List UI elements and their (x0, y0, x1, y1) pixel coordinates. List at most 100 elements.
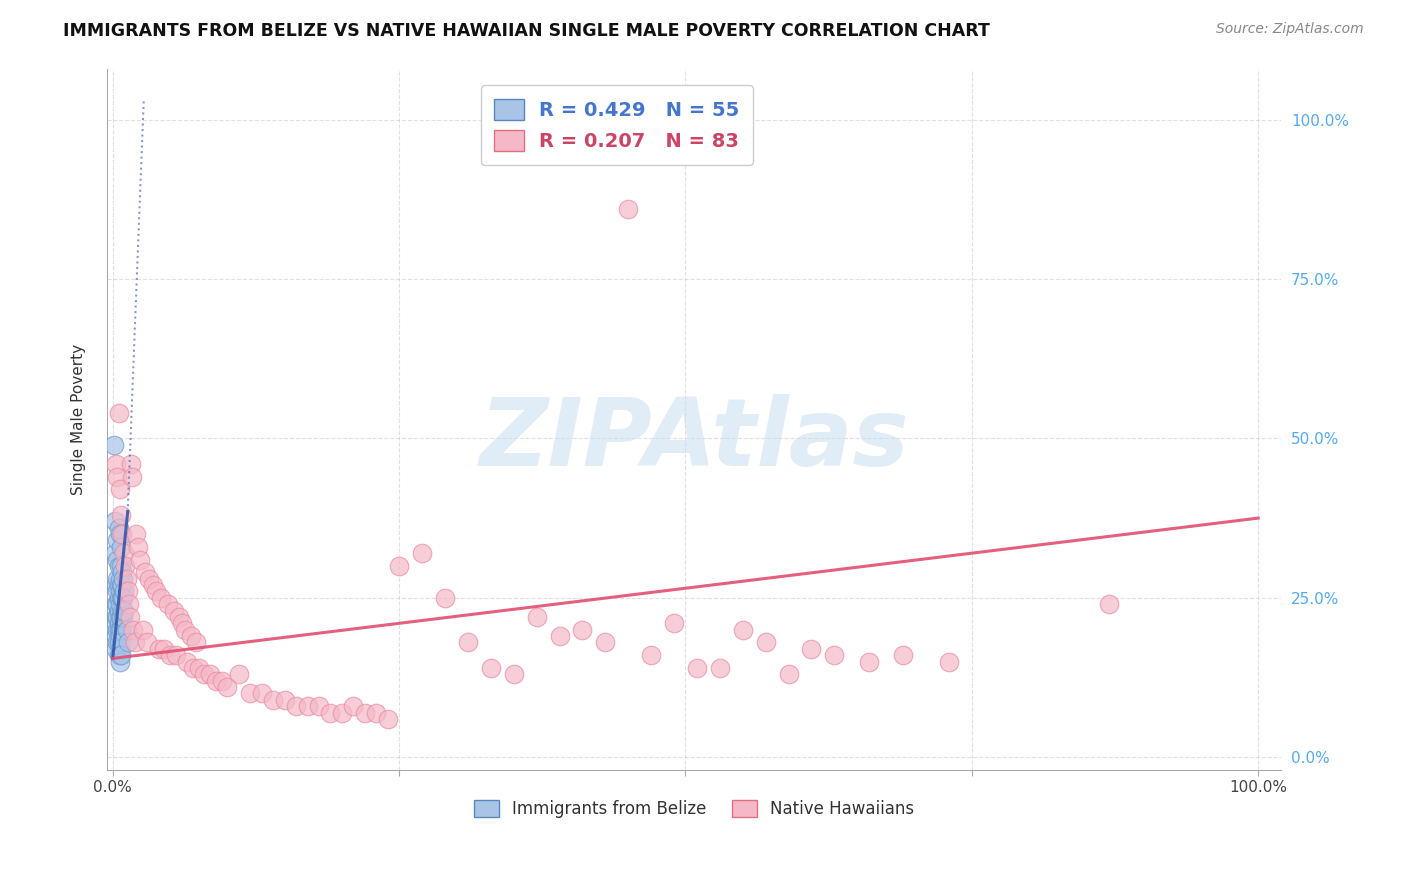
Point (107, 406, 129, 420)
Point (186, 635, 208, 649)
Point (105, 572, 128, 586)
Point (891, 648, 914, 663)
Point (124, 635, 146, 649)
Point (156, 597, 179, 611)
Point (107, 578, 129, 592)
Point (180, 629, 202, 643)
Point (548, 629, 571, 643)
Point (411, 546, 433, 560)
Point (198, 667, 221, 681)
Point (118, 610, 141, 624)
Point (131, 623, 153, 637)
Point (110, 648, 132, 663)
Point (112, 584, 135, 599)
Point (105, 610, 128, 624)
Point (105, 597, 128, 611)
Point (107, 648, 129, 663)
Point (105, 469, 128, 483)
Point (110, 591, 132, 605)
Point (120, 457, 142, 471)
Point (686, 661, 709, 675)
Point (112, 603, 135, 617)
Point (142, 578, 165, 592)
Text: ZIPAtlas: ZIPAtlas (479, 394, 908, 486)
Point (662, 616, 685, 631)
Point (108, 648, 131, 663)
Point (366, 706, 388, 720)
Point (250, 686, 273, 700)
Point (239, 686, 262, 700)
Point (353, 706, 375, 720)
Point (112, 610, 135, 624)
Point (107, 603, 129, 617)
Point (571, 623, 593, 637)
Point (111, 566, 134, 580)
Point (205, 673, 228, 688)
Point (457, 635, 479, 649)
Point (105, 610, 128, 624)
Point (938, 655, 960, 669)
Point (297, 699, 319, 714)
Point (731, 623, 754, 637)
Point (110, 623, 132, 637)
Point (159, 648, 181, 663)
Point (211, 673, 233, 688)
Point (148, 641, 170, 656)
Point (105, 641, 128, 656)
Point (108, 584, 131, 599)
Point (526, 610, 548, 624)
Point (108, 655, 131, 669)
Point (388, 558, 411, 573)
Point (112, 572, 135, 586)
Y-axis label: Single Male Poverty: Single Male Poverty (72, 343, 86, 495)
Point (111, 591, 134, 605)
Point (108, 641, 131, 656)
Point (105, 616, 128, 631)
Point (111, 603, 134, 617)
Point (118, 597, 141, 611)
Point (330, 706, 353, 720)
Point (181, 661, 204, 675)
Point (107, 623, 129, 637)
Point (228, 667, 250, 681)
Point (433, 591, 456, 605)
Point (110, 635, 132, 649)
Point (104, 546, 127, 560)
Point (187, 661, 209, 675)
Point (153, 641, 176, 656)
Point (105, 584, 128, 599)
Point (108, 597, 131, 611)
Point (125, 527, 148, 541)
Point (858, 655, 880, 669)
Text: Source: ZipAtlas.com: Source: ZipAtlas.com (1216, 22, 1364, 37)
Point (115, 572, 138, 586)
Point (110, 610, 132, 624)
Point (108, 483, 131, 497)
Point (149, 591, 172, 605)
Point (105, 578, 128, 592)
Point (111, 578, 134, 592)
Point (165, 648, 187, 663)
Point (108, 623, 131, 637)
Point (105, 552, 128, 566)
Point (308, 699, 330, 714)
Point (136, 635, 159, 649)
Point (145, 584, 167, 599)
Point (1098, 597, 1121, 611)
Point (117, 584, 139, 599)
Legend: Immigrants from Belize, Native Hawaiians: Immigrants from Belize, Native Hawaiians (467, 793, 921, 825)
Point (162, 603, 184, 617)
Point (107, 616, 129, 631)
Point (108, 527, 131, 541)
Point (502, 667, 524, 681)
Point (108, 629, 131, 643)
Point (105, 457, 128, 471)
Point (107, 635, 129, 649)
Point (170, 616, 193, 631)
Point (111, 527, 134, 541)
Point (105, 623, 128, 637)
Point (778, 667, 800, 681)
Point (105, 533, 128, 548)
Point (112, 546, 135, 560)
Point (121, 469, 143, 483)
